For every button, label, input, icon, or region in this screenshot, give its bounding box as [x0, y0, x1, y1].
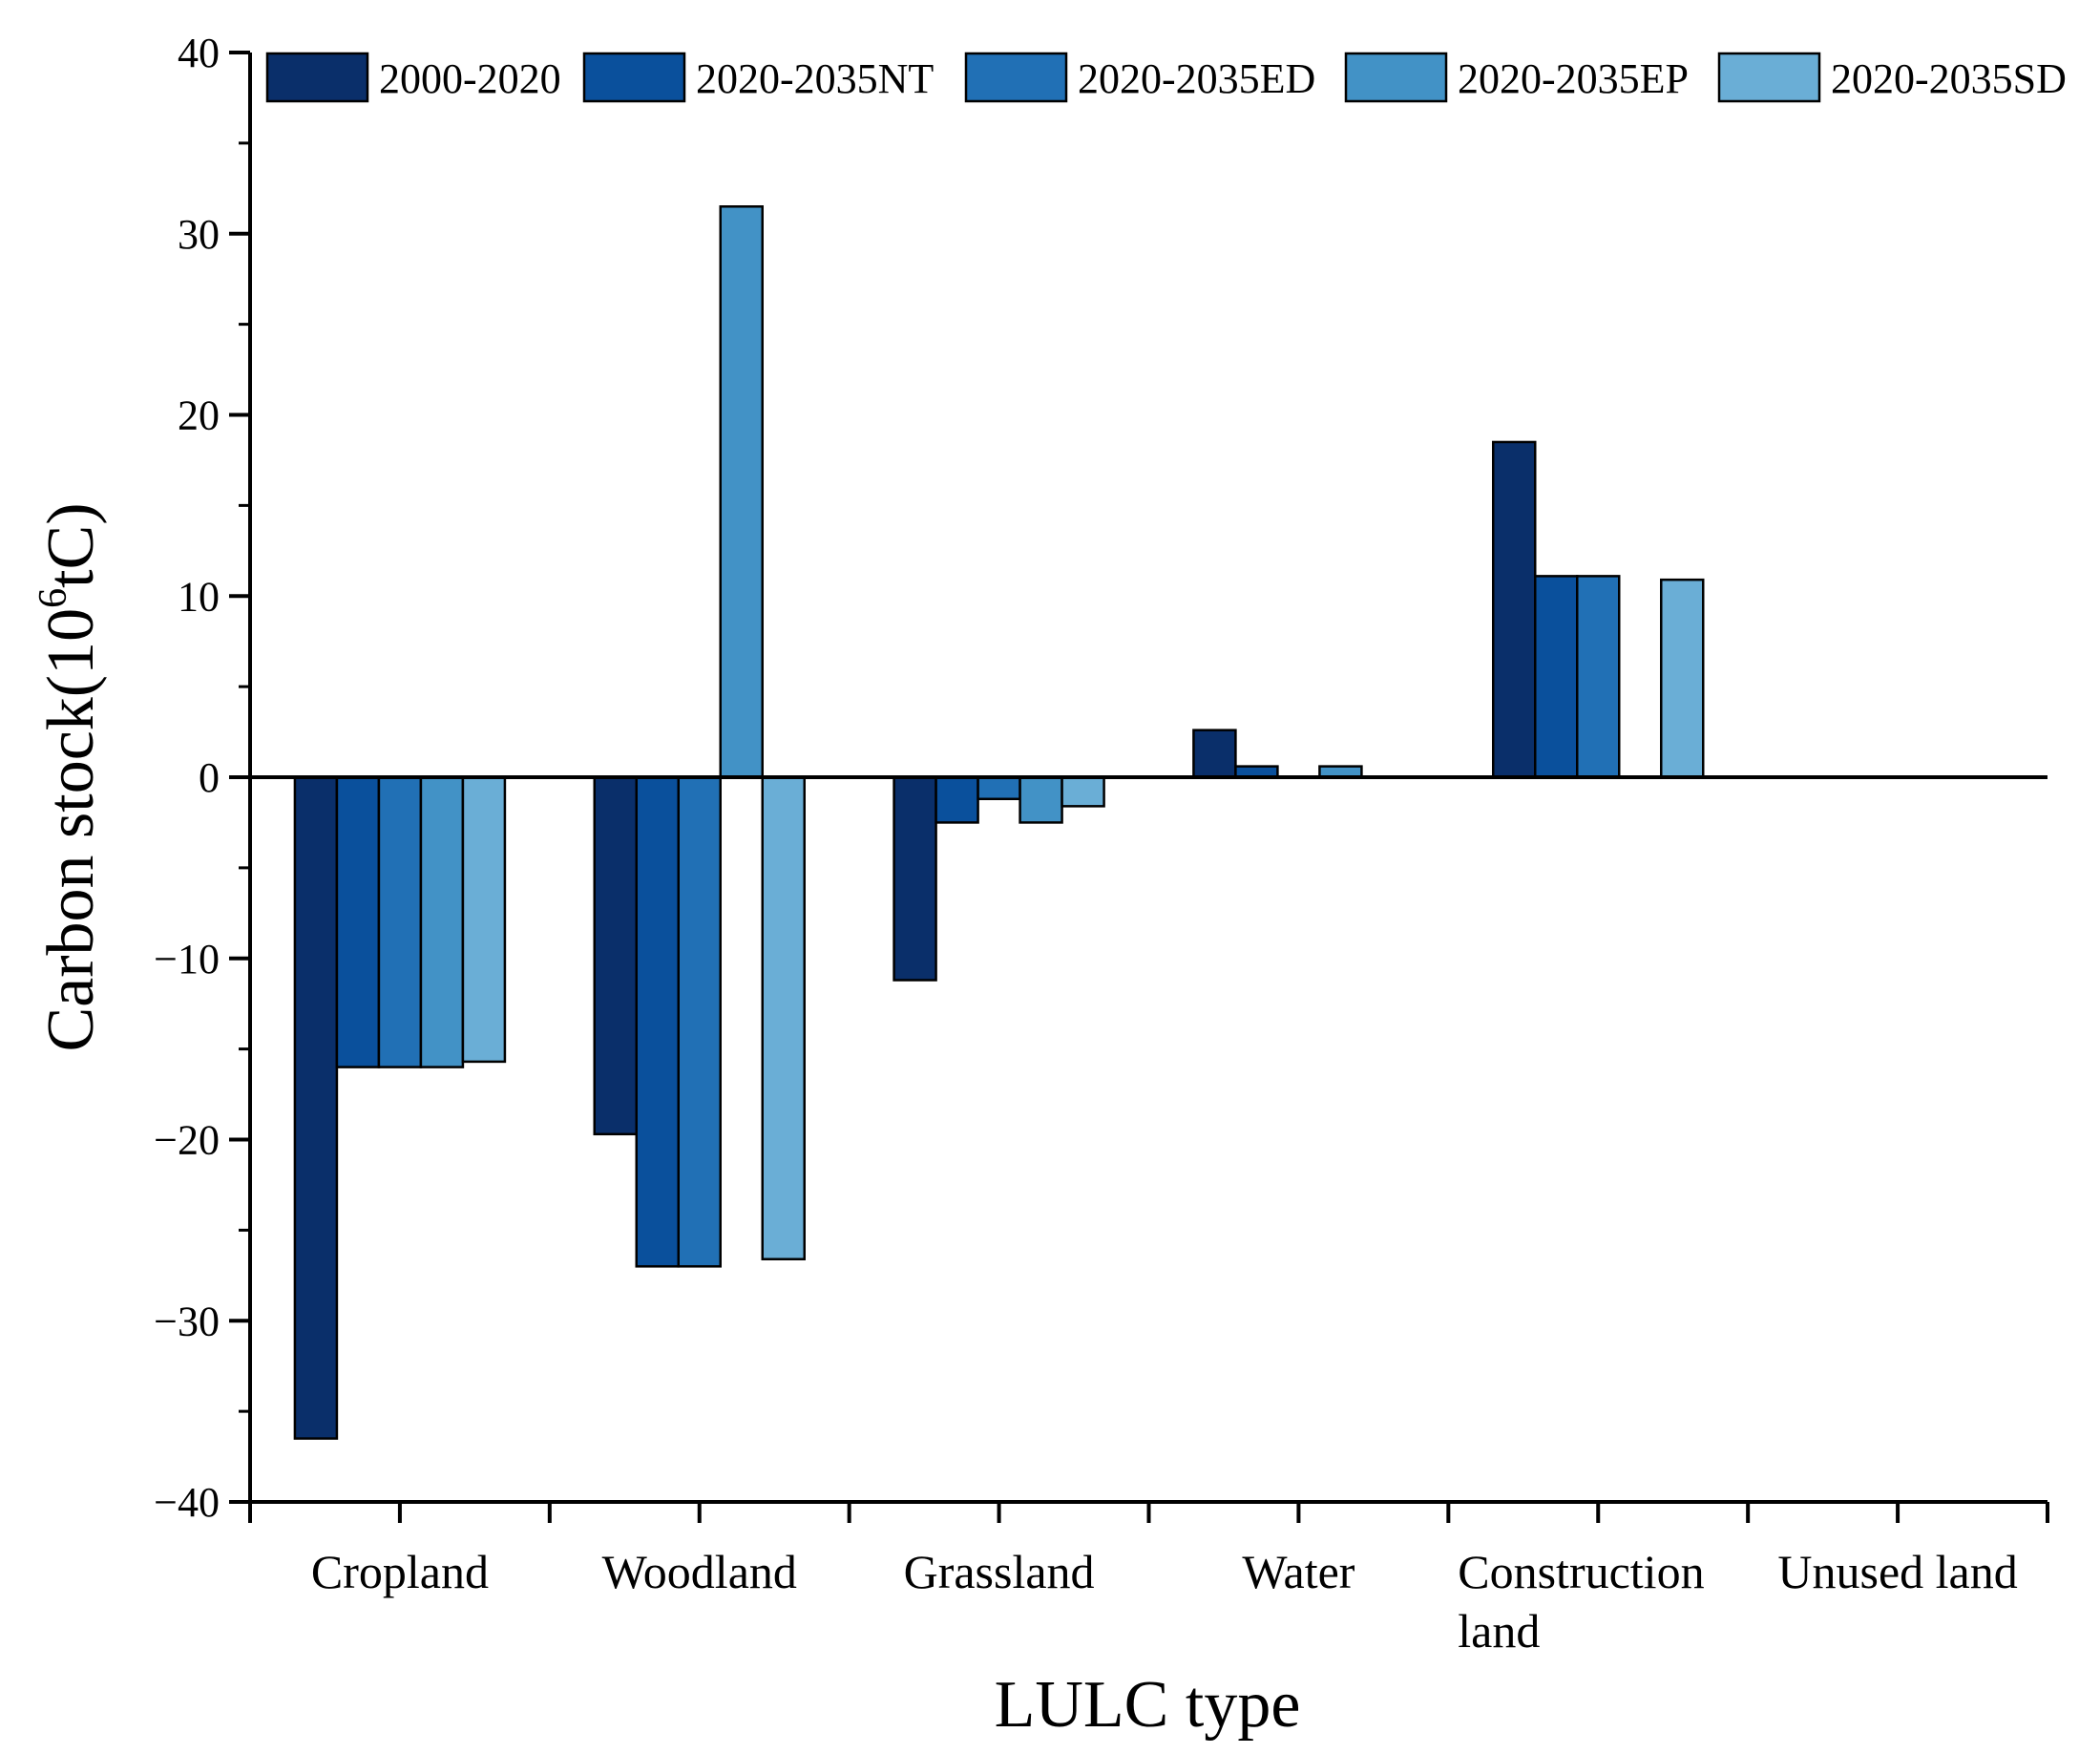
bar-2-0	[892, 775, 937, 982]
bar-2-4	[1060, 775, 1105, 808]
x-tick-label: Water	[1242, 1545, 1354, 1598]
legend-swatch	[582, 52, 686, 103]
y-tick-label: 20	[178, 392, 220, 439]
y-tick-label: −40	[154, 1479, 220, 1526]
legend-label: 2020-2035ED	[1078, 55, 1315, 102]
legend-label: 2020-2035NT	[696, 55, 934, 102]
y-tick-label: −10	[154, 936, 220, 983]
x-tick-label: Cropland	[311, 1545, 489, 1598]
bar-2-1	[934, 775, 979, 824]
y-tick-label: 0	[199, 754, 220, 801]
y-tick-label: −30	[154, 1298, 220, 1344]
y-ticks-group: −40 −30 −20 −10 0 10 20 30 40	[154, 30, 250, 1526]
bar-4-4	[1660, 578, 1705, 779]
legend-swatch	[1717, 52, 1821, 103]
bar-4-1	[1534, 575, 1579, 779]
y-axis-title: Carbon stock(106tC)	[32, 502, 108, 1051]
bar-1-2	[677, 775, 722, 1268]
x-tick-label-line: land	[1458, 1604, 1540, 1658]
x-tick-label-line: Construction	[1458, 1545, 1704, 1598]
legend-label: 2000-2020	[379, 55, 561, 102]
bar-0-1	[335, 775, 381, 1068]
bar-1-0	[593, 775, 638, 1136]
bar-0-0	[293, 775, 339, 1440]
y-axis-title-superscript: 6	[32, 588, 75, 608]
y-tick-label: 10	[178, 573, 220, 620]
x-tick-label: Grassland	[904, 1545, 1095, 1598]
x-axis-title: LULC type	[995, 1668, 1301, 1742]
legend-label: 2020-2035EP	[1458, 55, 1689, 102]
y-axis-title-main: Carbon stock(10	[34, 608, 108, 1052]
bar-2-2	[976, 775, 1021, 801]
bar-3-0	[1192, 729, 1237, 779]
x-tick-label: Unused land	[1777, 1545, 2017, 1598]
bar-1-1	[635, 775, 680, 1268]
legend-swatch	[265, 52, 369, 103]
legend-swatch	[964, 52, 1068, 103]
bars-group	[293, 205, 1705, 1440]
bar-1-4	[761, 775, 806, 1260]
bar-4-2	[1576, 575, 1621, 779]
x-ticks-group: Cropland Woodland Grassland Water Constructi…	[248, 1502, 2049, 1658]
bar-0-4	[461, 775, 507, 1064]
y-tick-label: 30	[178, 211, 220, 258]
x-tick-label: Woodland	[602, 1545, 797, 1598]
y-tick-label: 40	[178, 30, 220, 76]
axes-group	[248, 53, 2048, 1504]
legend-label: 2020-2035SD	[1831, 55, 2067, 102]
x-tick-label: Construction land	[1458, 1545, 1704, 1658]
bar-2-3	[1018, 775, 1063, 824]
legend: 2000-2020 2020-2035NT 2020-2035ED 2020-2035…	[265, 52, 2067, 103]
y-axis-title-end: tC)	[34, 502, 108, 587]
legend-swatch	[1344, 52, 1448, 103]
y-tick-label: −20	[154, 1117, 220, 1164]
bar-4-0	[1492, 440, 1537, 779]
bar-1-3	[719, 205, 764, 779]
bar-0-2	[377, 775, 423, 1068]
svg-text:Carbon stock(106tC): Carbon stock(106tC)	[32, 502, 108, 1051]
bar-0-3	[419, 775, 465, 1068]
